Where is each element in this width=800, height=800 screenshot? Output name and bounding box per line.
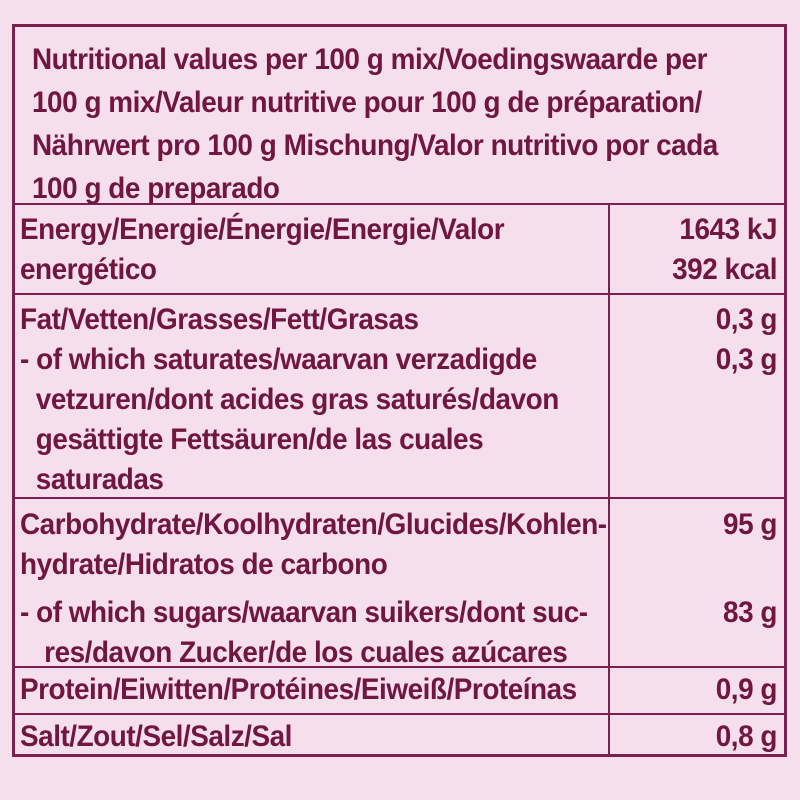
table-header: Nutritional values per 100 g mix/Voeding… <box>15 27 784 205</box>
sugars-value: 83 g <box>723 596 777 629</box>
fat-saturates-value: 0,3 g <box>715 343 778 376</box>
header-line-2: 100 g mix/Valeur nutritive pour 100 g de… <box>32 86 702 119</box>
header-line-3: Nährwert pro 100 g Mischung/Valor nutrit… <box>32 129 718 162</box>
carbohydrate-total-value: 95 g <box>723 508 777 541</box>
fat-total-value: 0,3 g <box>715 303 778 336</box>
header-line-1: Nutritional values per 100 g mix/Voeding… <box>32 43 708 76</box>
energy-value: 1643 kJ 392 kcal <box>610 203 784 293</box>
energy-label: Energy/Energie/Énergie/Energie/Valor ene… <box>15 203 610 293</box>
salt-label: Salt/Zout/Sel/Salz/Sal <box>15 713 610 754</box>
carbohydrate-value: 95 g 83 g <box>610 497 784 666</box>
sugars-label: - of which sugars/waarvan suikers/dont s… <box>20 596 588 629</box>
energy-kj: 1643 kJ <box>679 213 777 246</box>
protein-label: Protein/Eiwitten/Protéines/Eiweiß/Proteí… <box>15 666 610 713</box>
energy-kcal: 392 kcal <box>672 253 777 286</box>
protein-value: 0,9 g <box>610 666 784 713</box>
fat-value: 0,3 g 0,3 g <box>610 293 784 497</box>
carbohydrate-label: Carbohydrate/Koolhydraten/Glucides/Kohle… <box>15 497 610 669</box>
fat-label: Fat/Vetten/Grasses/Fett/Grasas - of whic… <box>15 293 610 497</box>
header-line-4: 100 g de preparado <box>32 172 280 205</box>
fat-saturates-label: - of which saturates/waarvan verzadigde <box>20 343 537 376</box>
nutrition-table: Nutritional values per 100 g mix/Voeding… <box>12 24 787 757</box>
salt-value: 0,8 g <box>610 713 784 754</box>
